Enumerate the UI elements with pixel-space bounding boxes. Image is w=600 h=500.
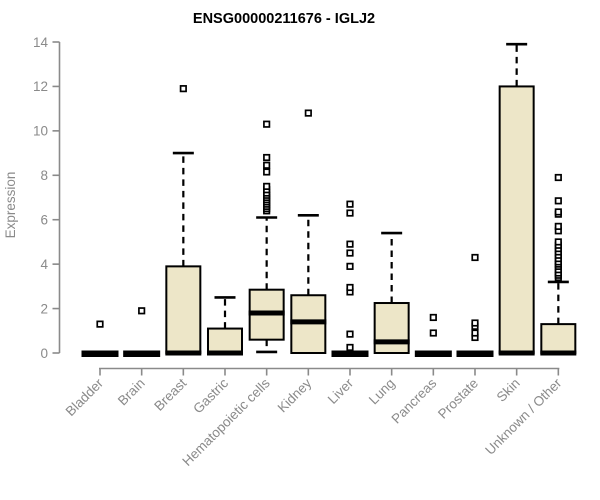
x-tick-label: Kidney <box>275 375 315 415</box>
iqr-box <box>540 323 577 354</box>
y-tick-label: 8 <box>40 168 48 183</box>
box-bladder <box>81 320 119 357</box>
box-gastric <box>206 296 243 356</box>
x-tick-label: Breast <box>151 375 189 413</box>
outlier-point <box>346 209 354 217</box>
x-tick-label-group: Skin <box>494 376 523 405</box>
x-tick-label-group: Bladder <box>63 375 107 419</box>
outlier-point <box>471 319 479 327</box>
outlier-point <box>346 343 354 352</box>
outlier-point <box>554 208 562 216</box>
outlier-point <box>429 313 437 322</box>
outlier-point <box>429 329 437 337</box>
outlier-point <box>554 197 562 205</box>
y-tick-label: 14 <box>33 35 49 50</box>
x-tick-label-group: Liver <box>325 375 357 407</box>
y-tick-label: 2 <box>40 301 48 316</box>
chart-title: ENSG00000211676 - IGLJ2 <box>193 11 375 27</box>
outlier-point <box>346 283 354 292</box>
x-tick-label-group: Gastric <box>190 375 231 416</box>
collapsed-box-bar <box>414 350 452 357</box>
outlier-point <box>554 173 562 182</box>
outlier-point <box>263 182 271 190</box>
box-pancreas <box>414 313 452 357</box>
y-axis-title: Expression <box>3 172 18 239</box>
outlier-point <box>263 161 271 169</box>
iqr-box <box>165 265 202 354</box>
x-tick-label-group: Pancreas <box>389 375 440 426</box>
outlier-point <box>554 222 562 230</box>
boxes-layer <box>81 42 577 357</box>
outlier-point <box>138 307 146 315</box>
box-liver <box>331 200 369 357</box>
iqr-box <box>206 327 243 355</box>
x-tick-label: Pancreas <box>389 375 440 426</box>
outlier-point <box>471 253 479 262</box>
collapsed-box-bar <box>81 350 119 357</box>
x-tick-label: Liver <box>325 375 357 407</box>
y-tick-label: 4 <box>40 257 48 272</box>
outlier-point <box>554 238 562 246</box>
box-lung <box>373 231 410 354</box>
outlier-point <box>346 200 354 208</box>
x-tick-label-group: Breast <box>151 375 189 413</box>
box-unknown-other <box>540 173 577 356</box>
box-hematopoietic-cells <box>248 120 285 354</box>
x-tick-label-group: Prostate <box>435 376 481 422</box>
iqr-box <box>498 85 535 355</box>
x-tick-label: Skin <box>494 376 523 405</box>
box-skin <box>498 42 535 356</box>
x-tick-label: Prostate <box>435 376 481 422</box>
collapsed-box-bar <box>456 350 494 357</box>
box-prostate <box>456 253 494 357</box>
outlier-point <box>263 120 271 128</box>
x-tick-label: Bladder <box>63 375 107 419</box>
outlier-point <box>179 85 187 93</box>
outlier-point <box>346 240 354 248</box>
outlier-point <box>346 262 354 270</box>
box-brain <box>123 307 161 357</box>
x-tick-label-group: Kidney <box>275 375 315 415</box>
y-tick-label: 6 <box>40 213 48 228</box>
outlier-point <box>304 109 312 117</box>
x-tick-label-group: Brain <box>115 376 148 409</box>
x-tick-label: Gastric <box>190 375 231 416</box>
box-kidney <box>290 109 327 354</box>
x-tick-label-group: Unknown / Other <box>482 375 565 458</box>
collapsed-box-bar <box>331 350 369 357</box>
outlier-point <box>263 168 271 176</box>
outlier-point <box>96 320 104 328</box>
y-tick-label: 0 <box>40 346 48 361</box>
x-tick-label: Unknown / Other <box>482 375 565 458</box>
x-tick-label: Lung <box>366 376 398 408</box>
collapsed-box-bar <box>123 350 161 357</box>
y-tick-label: 12 <box>33 79 48 94</box>
x-tick-label-group: Lung <box>366 376 398 408</box>
box-breast <box>165 85 202 356</box>
x-tick-label: Brain <box>115 376 148 409</box>
y-tick-label: 10 <box>33 124 48 139</box>
outlier-point <box>346 330 354 338</box>
outlier-point <box>346 249 354 257</box>
iqr-box <box>373 302 410 354</box>
outlier-point <box>263 153 271 162</box>
outlier-point <box>471 329 479 337</box>
